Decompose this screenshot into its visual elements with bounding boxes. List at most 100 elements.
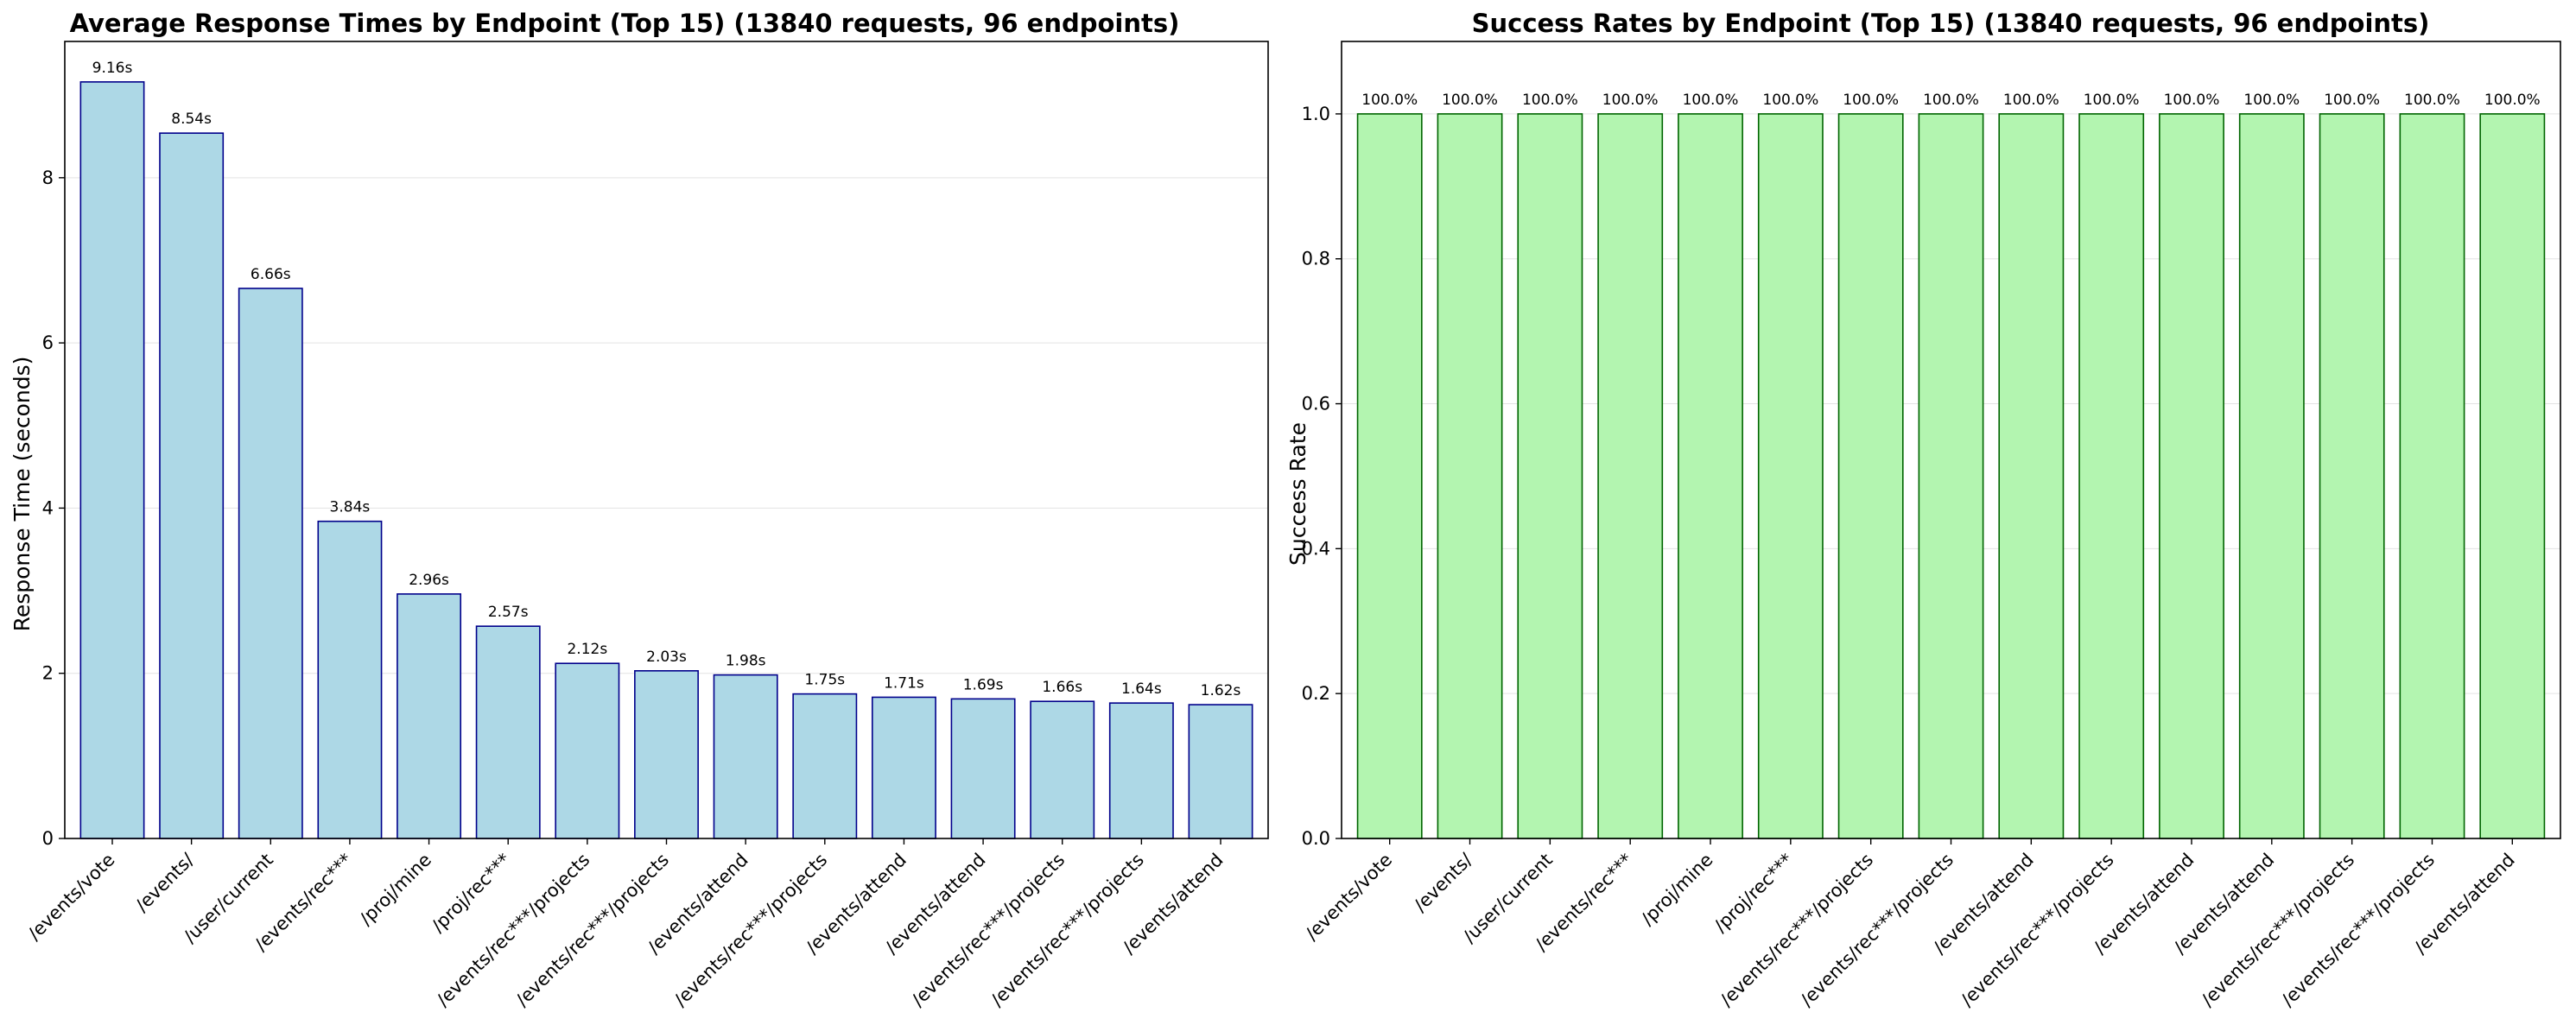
x-tick-label: /events/rec***/projects xyxy=(433,850,594,1011)
bar-value-label: 1.64s xyxy=(1121,680,1162,698)
y-tick-label: 0.8 xyxy=(1302,249,1330,269)
bar xyxy=(1918,113,1984,839)
bar xyxy=(871,696,936,839)
bar xyxy=(397,593,462,839)
bar-value-label: 100.0% xyxy=(2164,92,2220,109)
bar xyxy=(1517,113,1583,839)
bar xyxy=(1597,113,1664,839)
y-tick-label: 0.4 xyxy=(1302,538,1330,559)
x-tick-label: /events/rec***/projects xyxy=(670,850,832,1011)
success-rate-plot: 100.0%/events/vote100.0%/events/100.0%/u… xyxy=(1301,41,2561,1011)
bar-value-label: 1.98s xyxy=(726,653,766,670)
x-tick-label: /events/rec***/projects xyxy=(987,850,1148,1011)
y-tick-label: 6 xyxy=(42,332,54,353)
x-tick-label: /proj/rec*** xyxy=(428,850,515,937)
bar xyxy=(2238,113,2305,839)
y-tick-label: 4 xyxy=(42,497,54,518)
bar-value-label: 6.66s xyxy=(251,266,291,283)
bar-value-label: 100.0% xyxy=(1602,92,1659,109)
bar xyxy=(1356,113,1423,839)
bar xyxy=(555,662,620,839)
bar-value-label: 1.69s xyxy=(963,676,1004,693)
bar-value-label: 100.0% xyxy=(1762,92,1818,109)
bar xyxy=(1108,702,1174,839)
bar xyxy=(238,288,303,839)
bar xyxy=(475,625,541,839)
bar xyxy=(1998,113,2065,839)
x-tick-label: /proj/mine xyxy=(356,850,436,930)
bar xyxy=(2078,113,2145,839)
bar-value-label: 2.12s xyxy=(567,641,607,658)
bar-value-label: 100.0% xyxy=(1683,92,1739,109)
bar-value-label: 100.0% xyxy=(1361,92,1418,109)
y-tick-label: 0.6 xyxy=(1302,394,1330,414)
x-tick-label: /proj/mine xyxy=(1637,850,1717,930)
bar xyxy=(1678,113,1743,839)
bar-value-label: 8.54s xyxy=(171,111,212,128)
bar-value-label: 1.71s xyxy=(884,674,924,692)
bar-value-label: 100.0% xyxy=(2484,92,2541,109)
bar-value-label: 3.84s xyxy=(330,499,371,516)
bar-value-label: 2.03s xyxy=(646,649,687,666)
success-rate-chart: Success Rates by Endpoint (Top 15) (1384… xyxy=(1285,9,2561,1011)
bar-value-label: 2.96s xyxy=(409,572,449,589)
bar xyxy=(2319,113,2385,839)
x-tick-label: /proj/rec*** xyxy=(1710,850,1798,937)
bar-value-label: 100.0% xyxy=(1923,92,1979,109)
bar xyxy=(317,520,383,839)
bar-value-label: 100.0% xyxy=(2084,92,2140,109)
bar xyxy=(792,693,858,839)
bar xyxy=(159,132,225,839)
x-tick-label: /events/vote xyxy=(24,850,119,945)
response-time-chart: Average Response Times by Endpoint (Top … xyxy=(10,9,1269,1011)
plot-frame xyxy=(1341,41,2561,839)
chart-title-success-rates: Success Rates by Endpoint (Top 15) (1384… xyxy=(1472,9,2430,38)
y-tick-label: 8 xyxy=(42,168,54,188)
bar xyxy=(2159,113,2224,839)
bar xyxy=(1188,704,1253,839)
x-tick-label: /events/ xyxy=(131,849,199,916)
y-tick-label: 2 xyxy=(42,663,54,684)
x-tick-label: /events/vote xyxy=(1301,850,1396,945)
x-tick-label: /events/ xyxy=(1410,849,1477,916)
x-tick-label: /events/rec***/projects xyxy=(908,850,1069,1011)
bar xyxy=(2399,113,2465,839)
bar-value-label: 100.0% xyxy=(2243,92,2300,109)
bar xyxy=(2479,113,2546,839)
bar-value-label: 100.0% xyxy=(2324,92,2380,109)
y-tick-label: 0 xyxy=(42,828,54,849)
x-tick-label: /events/rec***/projects xyxy=(2198,850,2359,1011)
y-tick-label: 0.2 xyxy=(1302,683,1330,704)
bar-value-label: 100.0% xyxy=(1843,92,1899,109)
bar xyxy=(634,670,699,839)
bar xyxy=(1757,113,1824,839)
y-axis-label-success-rate: Success Rate xyxy=(1285,422,1310,566)
bar-value-label: 1.62s xyxy=(1201,682,1241,699)
x-tick-label: /events/rec***/projects xyxy=(511,850,673,1011)
bar-value-label: 1.75s xyxy=(804,672,845,689)
response-time-plot: 9.16s/events/vote8.54s/events/6.66s/user… xyxy=(24,41,1269,1011)
bar xyxy=(1030,700,1095,839)
bar xyxy=(713,674,778,839)
x-tick-label: /events/rec***/projects xyxy=(2277,850,2439,1011)
bar-value-label: 100.0% xyxy=(1522,92,1578,109)
x-tick-label: /events/rec***/projects xyxy=(1957,850,2118,1011)
bar-value-label: 9.16s xyxy=(92,60,133,77)
y-tick-label: 0.0 xyxy=(1302,828,1330,849)
bar-value-label: 2.57s xyxy=(488,604,529,621)
y-tick-label: 1.0 xyxy=(1302,104,1330,124)
bar xyxy=(1837,113,1904,839)
bar xyxy=(950,698,1016,839)
bar-value-label: 100.0% xyxy=(2003,92,2059,109)
bar-value-label: 1.66s xyxy=(1042,679,1082,696)
bar xyxy=(79,81,145,839)
bar-value-label: 100.0% xyxy=(1442,92,1498,109)
x-tick-label: /events/rec***/projects xyxy=(1716,850,1878,1011)
chart-title-response-times: Average Response Times by Endpoint (Top … xyxy=(70,9,1180,38)
y-axis-label-response-time: Response Time (seconds) xyxy=(10,357,35,632)
bar-value-label: 100.0% xyxy=(2404,92,2460,109)
plot-frame xyxy=(64,41,1269,839)
bar xyxy=(1437,113,1503,839)
